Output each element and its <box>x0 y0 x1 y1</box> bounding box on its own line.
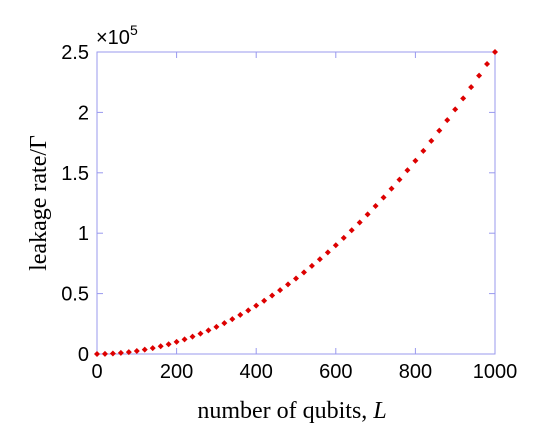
data-point <box>396 176 403 183</box>
data-point <box>117 349 124 356</box>
data-point <box>340 234 347 241</box>
data-point <box>388 185 395 192</box>
data-point <box>348 227 355 234</box>
x-axis-ticks: 0 200 400 600 800 1000 <box>91 52 517 383</box>
data-point <box>316 256 323 263</box>
y-tick-label: 2 <box>78 102 89 124</box>
data-point <box>460 95 467 102</box>
data-point <box>444 117 451 124</box>
data-point <box>245 307 252 314</box>
data-point <box>308 262 315 269</box>
data-point <box>197 330 204 337</box>
data-point <box>356 219 363 226</box>
x-tick-label: 800 <box>399 361 432 383</box>
x-tick-label: 0 <box>91 361 102 383</box>
data-series <box>94 49 498 357</box>
data-point <box>94 351 100 357</box>
data-point <box>332 242 339 249</box>
data-point <box>157 343 164 350</box>
data-point <box>205 327 212 334</box>
data-point <box>109 350 116 357</box>
x-axis-label-text: number of qubits, <box>197 398 373 424</box>
y-tick-label: 1 <box>78 223 89 245</box>
data-point <box>149 345 156 352</box>
x-tick-label: 400 <box>240 361 273 383</box>
data-point <box>261 297 268 304</box>
x-tick-label: 1000 <box>473 361 518 383</box>
data-point <box>101 350 108 357</box>
x-tick-label: 600 <box>319 361 352 383</box>
data-point <box>277 287 284 294</box>
data-point <box>476 72 483 79</box>
data-point <box>404 167 411 174</box>
data-point <box>372 203 379 210</box>
data-point <box>364 211 371 218</box>
data-point <box>125 349 132 356</box>
data-point <box>293 275 299 282</box>
y-tick-label: 0 <box>78 344 89 366</box>
data-point <box>468 84 475 91</box>
y-axis-multiplier: ×105 <box>96 22 138 49</box>
data-point <box>492 49 498 55</box>
x-tick-label: 200 <box>160 361 193 383</box>
data-point <box>324 249 331 256</box>
data-point <box>428 137 435 144</box>
data-point <box>484 60 491 67</box>
y-axis-ticks: 0 0.5 1 1.5 2 2.5 <box>61 42 495 366</box>
data-point <box>173 338 180 345</box>
data-point <box>221 320 228 327</box>
data-point <box>141 346 148 353</box>
plot-area <box>96 51 496 355</box>
data-point <box>452 106 459 113</box>
data-point <box>269 292 276 299</box>
data-point <box>133 347 140 354</box>
multiplier-base: ×10 <box>96 27 130 49</box>
data-point <box>436 127 443 134</box>
data-point <box>237 311 244 318</box>
data-point <box>412 157 419 164</box>
y-tick-label: 1.5 <box>61 163 89 185</box>
multiplier-exponent: 5 <box>130 22 138 38</box>
data-point <box>253 302 260 309</box>
data-point <box>189 333 196 340</box>
y-tick-label: 2.5 <box>61 42 89 64</box>
x-axis-label: number of qubits, L <box>197 398 386 424</box>
y-tick-label: 0.5 <box>61 284 89 306</box>
y-axis-label: leakage rate/Γ <box>26 135 52 271</box>
data-point <box>181 336 188 343</box>
data-point <box>229 316 236 323</box>
data-point <box>213 323 220 330</box>
data-point <box>380 194 387 201</box>
data-point <box>300 269 307 276</box>
data-point <box>420 147 427 154</box>
x-axis-label-variable: L <box>372 398 386 424</box>
data-point <box>165 341 172 348</box>
data-point <box>285 281 292 288</box>
